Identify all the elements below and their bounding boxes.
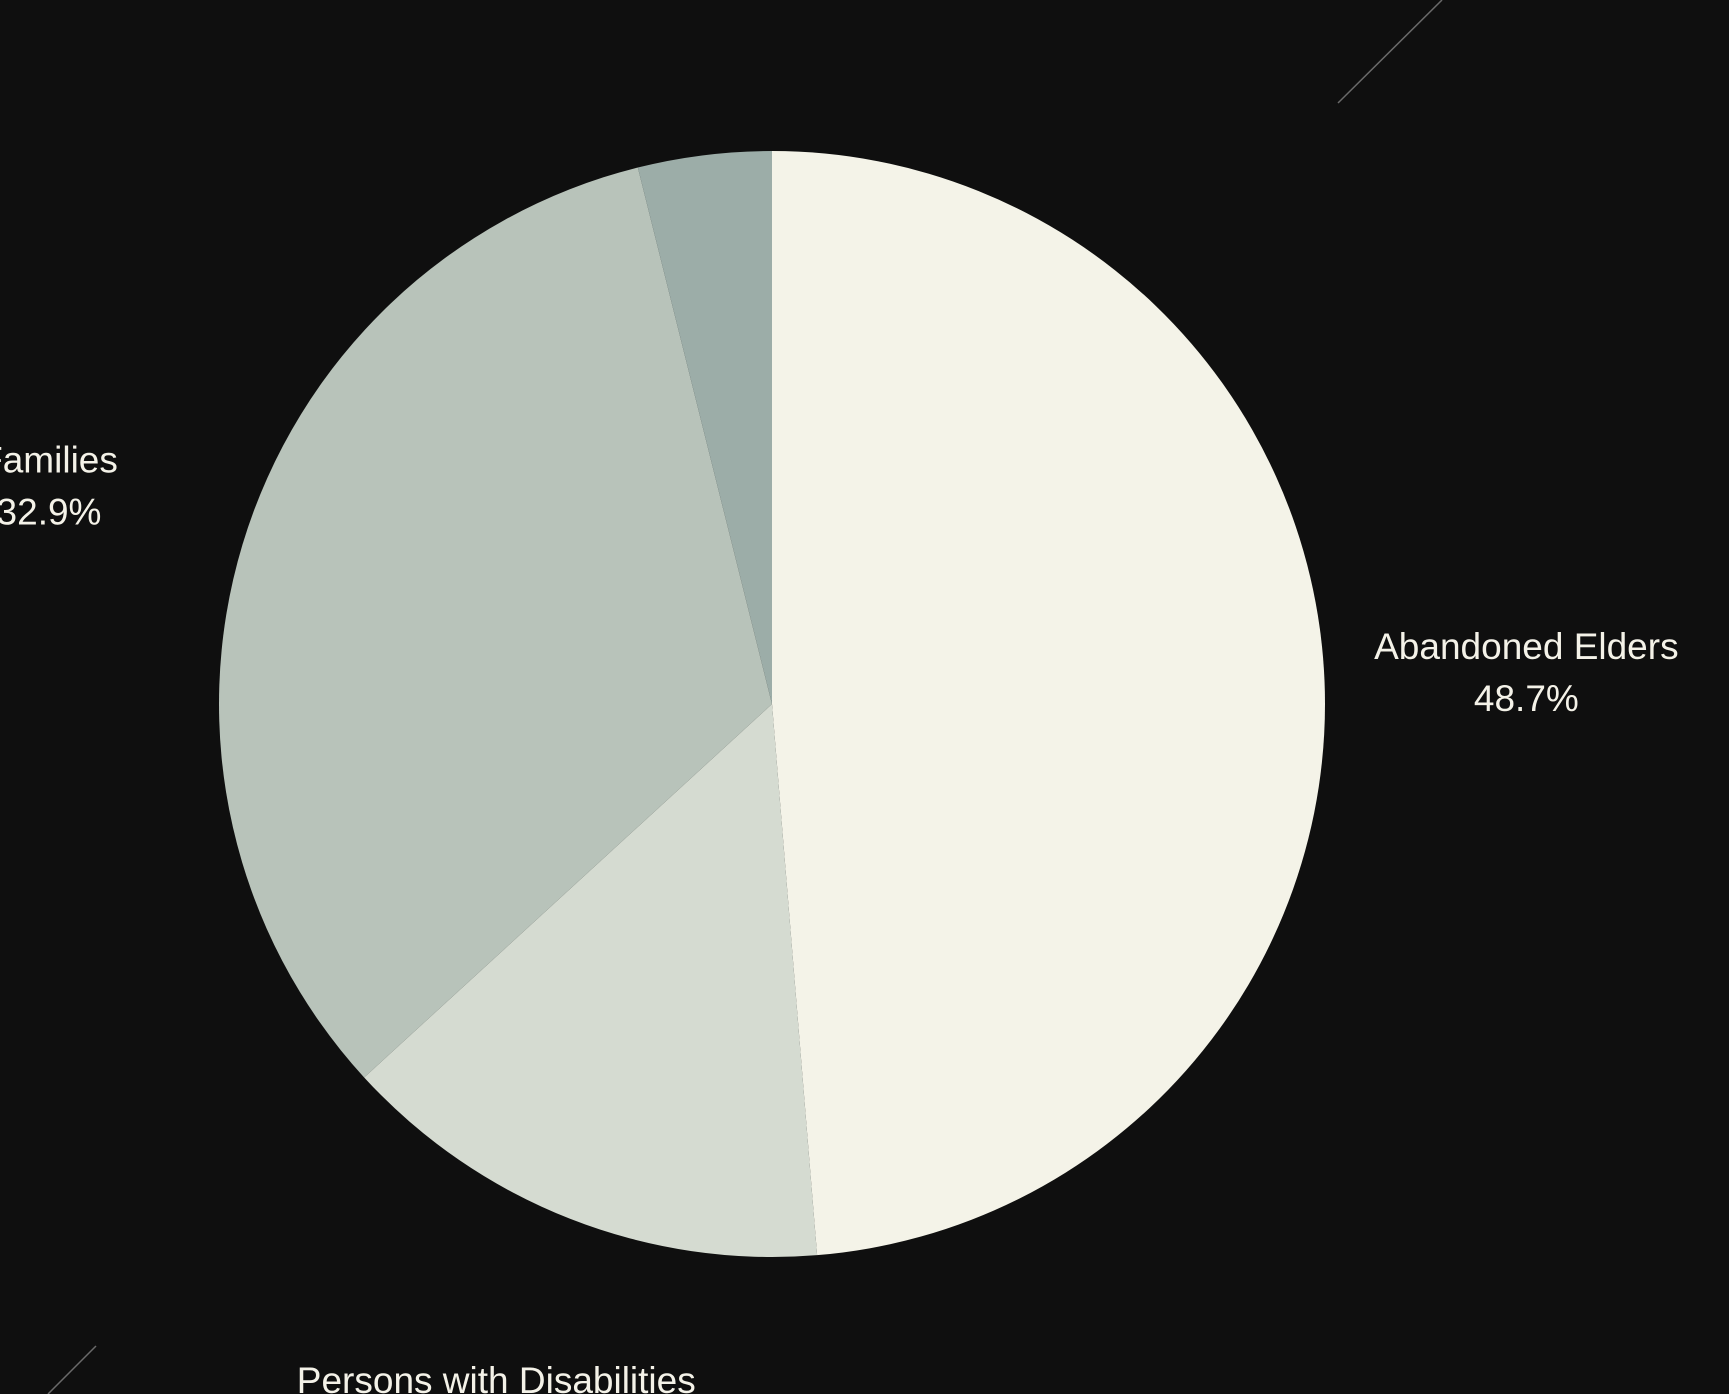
- decorative-line-bottom-left: [47, 1345, 97, 1394]
- slice-label-abandoned-elders: Abandoned Elders: [1374, 626, 1678, 667]
- slice-value-families: 32.9%: [0, 492, 101, 533]
- slice-value-orphans-students: 3.9%: [638, 0, 722, 1]
- pie-slice-abandoned-elders: [772, 151, 1326, 1256]
- pie-slice-orphans-students: [637, 151, 772, 704]
- slice-label-families: Families: [0, 440, 118, 481]
- slice-value-abandoned-elders: 48.7%: [1474, 678, 1579, 719]
- slice-label-persons-with-disabilities: Persons with Disabilities: [297, 1360, 696, 1394]
- pie-labels: Abandoned Elders 48.7% Persons with Disabi…: [0, 0, 1679, 1394]
- pie-slices: [219, 151, 1326, 1257]
- decorative-line-top-right: [1337, 0, 1443, 104]
- pie-slice-families: [219, 167, 773, 1078]
- pie-slice-persons-with-disabilities: [364, 704, 818, 1257]
